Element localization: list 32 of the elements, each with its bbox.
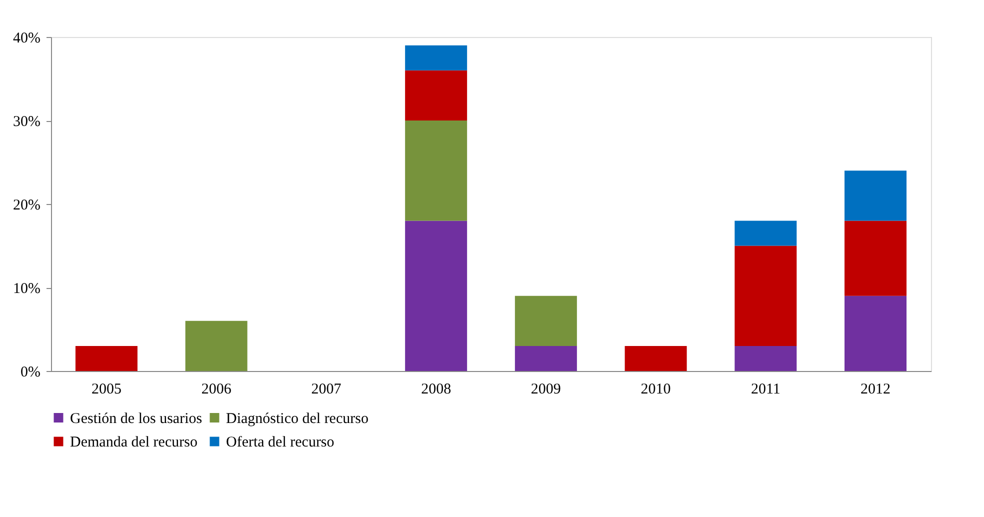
x-tick-label: 2011 [750,382,780,398]
bar [624,346,687,371]
x-tick-label: 2009 [530,382,561,398]
y-tick-label: 30% [13,114,40,130]
bar [514,346,577,371]
y-tick-label: 40% [13,30,40,46]
y-tick-label: 20% [13,198,40,214]
x-tick-label: 2005 [91,382,122,398]
bar [185,320,248,371]
legend-label: Oferta del recurso [226,434,334,450]
bar [405,70,468,120]
x-tick-label: 2010 [640,382,671,398]
x-tick-label: 2012 [860,382,891,398]
bar [734,246,797,346]
x-tick-label: 2007 [311,382,342,398]
bar [734,220,797,246]
bar [844,220,907,296]
x-tick-label: 2008 [421,382,452,398]
legend-label: Demanda del recurso [70,434,198,450]
bar [844,170,907,221]
bar [405,45,468,70]
x-tick-label: 2006 [201,382,232,398]
y-tick-label: 0% [20,364,40,380]
y-tick-label: 10% [13,281,40,297]
legend-label: Diagnóstico del recurso [226,410,368,427]
legend-label: Gestión de los usarios [70,410,202,427]
bar [514,296,577,346]
bar [734,346,797,371]
bar [405,120,468,221]
bar [405,220,468,371]
bar [844,296,907,371]
bar [75,346,138,371]
